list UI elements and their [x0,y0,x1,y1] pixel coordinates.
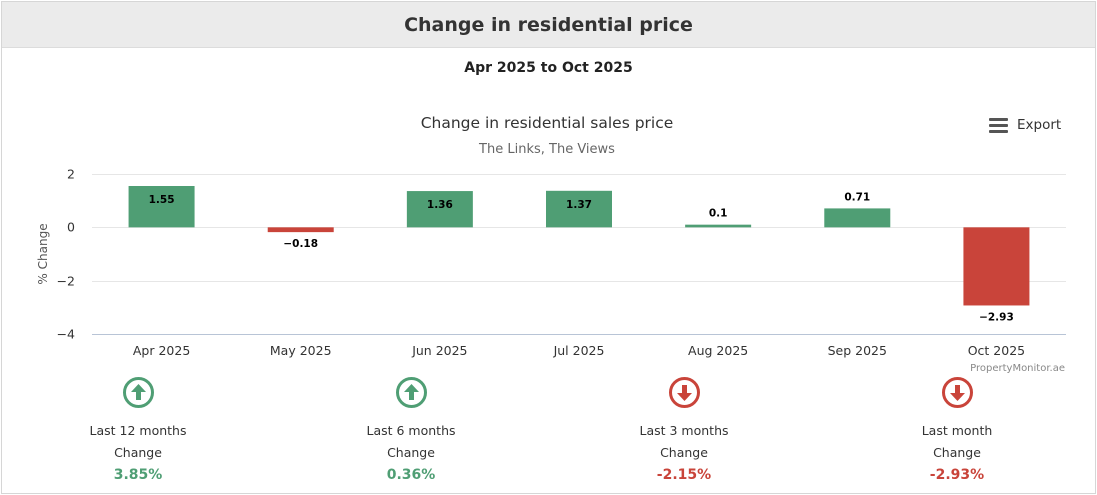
export-button[interactable]: Export [989,117,1061,133]
page-title: Change in residential price [404,13,693,36]
date-range-subtitle: Apr 2025 to Oct 2025 [464,60,633,76]
bar-aug-2025[interactable] [685,224,752,228]
data-label: 1.37 [566,199,592,211]
bar-jun-2025[interactable] [406,191,473,228]
data-label: 0.71 [844,191,870,203]
summary-period: Last 6 months [366,423,456,438]
bar-apr-2025[interactable] [128,186,195,228]
y-axis-ticks: 2 0 −2 −4 [57,167,75,342]
summary-period: Last 12 months [89,423,187,438]
data-label: −2.93 [979,311,1014,323]
x-tick-label: Aug 2025 [688,343,748,358]
data-label: 1.36 [427,199,453,211]
chart-bars: 1.55 −0.18 1.36 1.37 0.1 0.71 −2.93 [128,186,1030,323]
x-tick-label: Jun 2025 [411,343,467,358]
credit-text: PropertyMonitor.ae [970,363,1065,374]
summary-change-label: Change [387,445,435,460]
data-label: 1.55 [149,194,175,206]
summary-value: -2.93% [929,467,985,483]
summary-change-label: Change [660,445,708,460]
bar-jul-2025[interactable] [546,190,612,228]
export-label: Export [1017,117,1062,133]
arrow-up-circle-icon [395,377,427,408]
x-tick-label: Oct 2025 [968,343,1025,358]
bar-sep-2025[interactable] [824,208,891,228]
summary-item: Last 12 months Change 3.85% [48,377,228,486]
arrow-down-circle-icon [668,377,700,408]
summary-value: -2.15% [656,467,712,483]
summary-change-label: Change [933,445,981,460]
y-tick-label: 2 [67,167,75,182]
menu-icon [989,117,1008,133]
y-tick-label: −2 [57,274,75,289]
x-tick-label: Sep 2025 [828,343,887,358]
x-tick-label: May 2025 [270,343,332,358]
summary-item: Last month Change -2.93% [867,377,1047,486]
x-axis-ticks: Apr 2025 May 2025 Jun 2025 Jul 2025 Aug 2025… [133,343,1025,358]
x-tick-label: Apr 2025 [133,343,190,358]
summary-value: 0.36% [386,467,436,483]
summary-item: Last 3 months Change -2.15% [594,377,774,486]
x-tick-label: Jul 2025 [553,343,605,358]
summary-period: Last month [921,423,993,438]
bar-may-2025[interactable] [267,227,334,233]
data-label: 0.1 [709,208,728,220]
y-tick-label: −4 [57,327,75,342]
arrow-up-circle-icon [122,377,154,408]
card-header: Change in residential price [2,2,1095,48]
bar-oct-2025[interactable] [963,227,1030,306]
y-axis-label: % Change [36,223,50,284]
summary-period: Last 3 months [639,423,729,438]
arrow-down-circle-icon [941,377,973,408]
data-label: −0.18 [283,238,318,250]
summary-value: 3.85% [113,467,163,483]
chart-title: Change in residential sales price [421,114,674,132]
summary-item: Last 6 months Change 0.36% [321,377,501,486]
summary-change-label: Change [114,445,162,460]
chart-subtitle: The Links, The Views [478,142,615,157]
chart-gridlines [92,174,1066,335]
y-tick-label: 0 [67,220,75,235]
